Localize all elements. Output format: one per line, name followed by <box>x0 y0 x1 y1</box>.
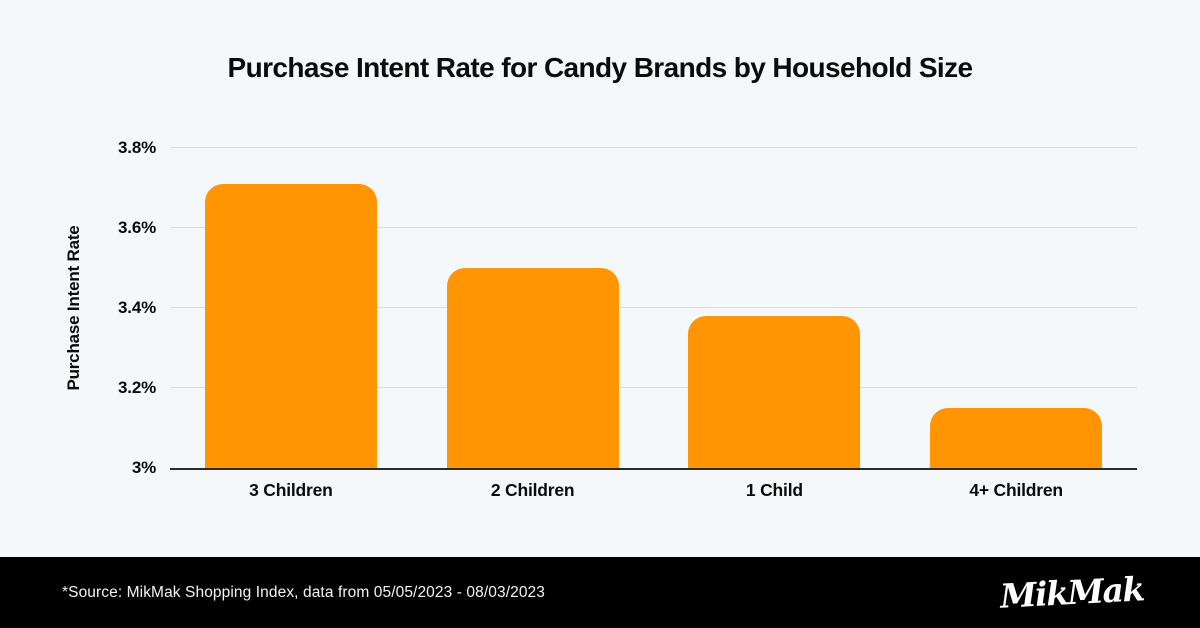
y-tick-label: 3.8% <box>118 138 156 157</box>
x-category-label: 3 Children <box>249 480 333 500</box>
bar-1-child <box>688 316 861 468</box>
chart-title: Purchase Intent Rate for Candy Brands by… <box>227 52 974 83</box>
gridline <box>170 387 1137 388</box>
footer-bar: *Source: MikMak Shopping Index, data fro… <box>0 557 1200 628</box>
bar-3-children <box>204 184 377 468</box>
y-tick-label: 3.6% <box>118 218 156 237</box>
gridline <box>170 307 1137 308</box>
plot-area: 3% 3.2% 3.4% 3.6% 3.8% 3 Children 2 Children 1 … <box>118 138 1137 500</box>
y-tick-label: 3% <box>131 458 156 477</box>
y-tick-label: 3.2% <box>118 378 156 397</box>
x-category-label: 2 Children <box>490 480 575 500</box>
bar-4-children <box>930 408 1103 468</box>
gridline <box>170 147 1137 148</box>
x-category-label: 1 Child <box>745 480 803 500</box>
gridline <box>170 227 1137 228</box>
y-axis-label: Purchase Intent Rate <box>64 225 83 391</box>
y-tick-label: 3.4% <box>118 298 156 317</box>
source-note: *Source: MikMak Shopping Index, data fro… <box>62 583 545 601</box>
bar-2-children <box>446 268 619 468</box>
mikmak-logo: MikMak <box>999 569 1145 616</box>
x-category-label: 4+ Children <box>969 480 1063 500</box>
